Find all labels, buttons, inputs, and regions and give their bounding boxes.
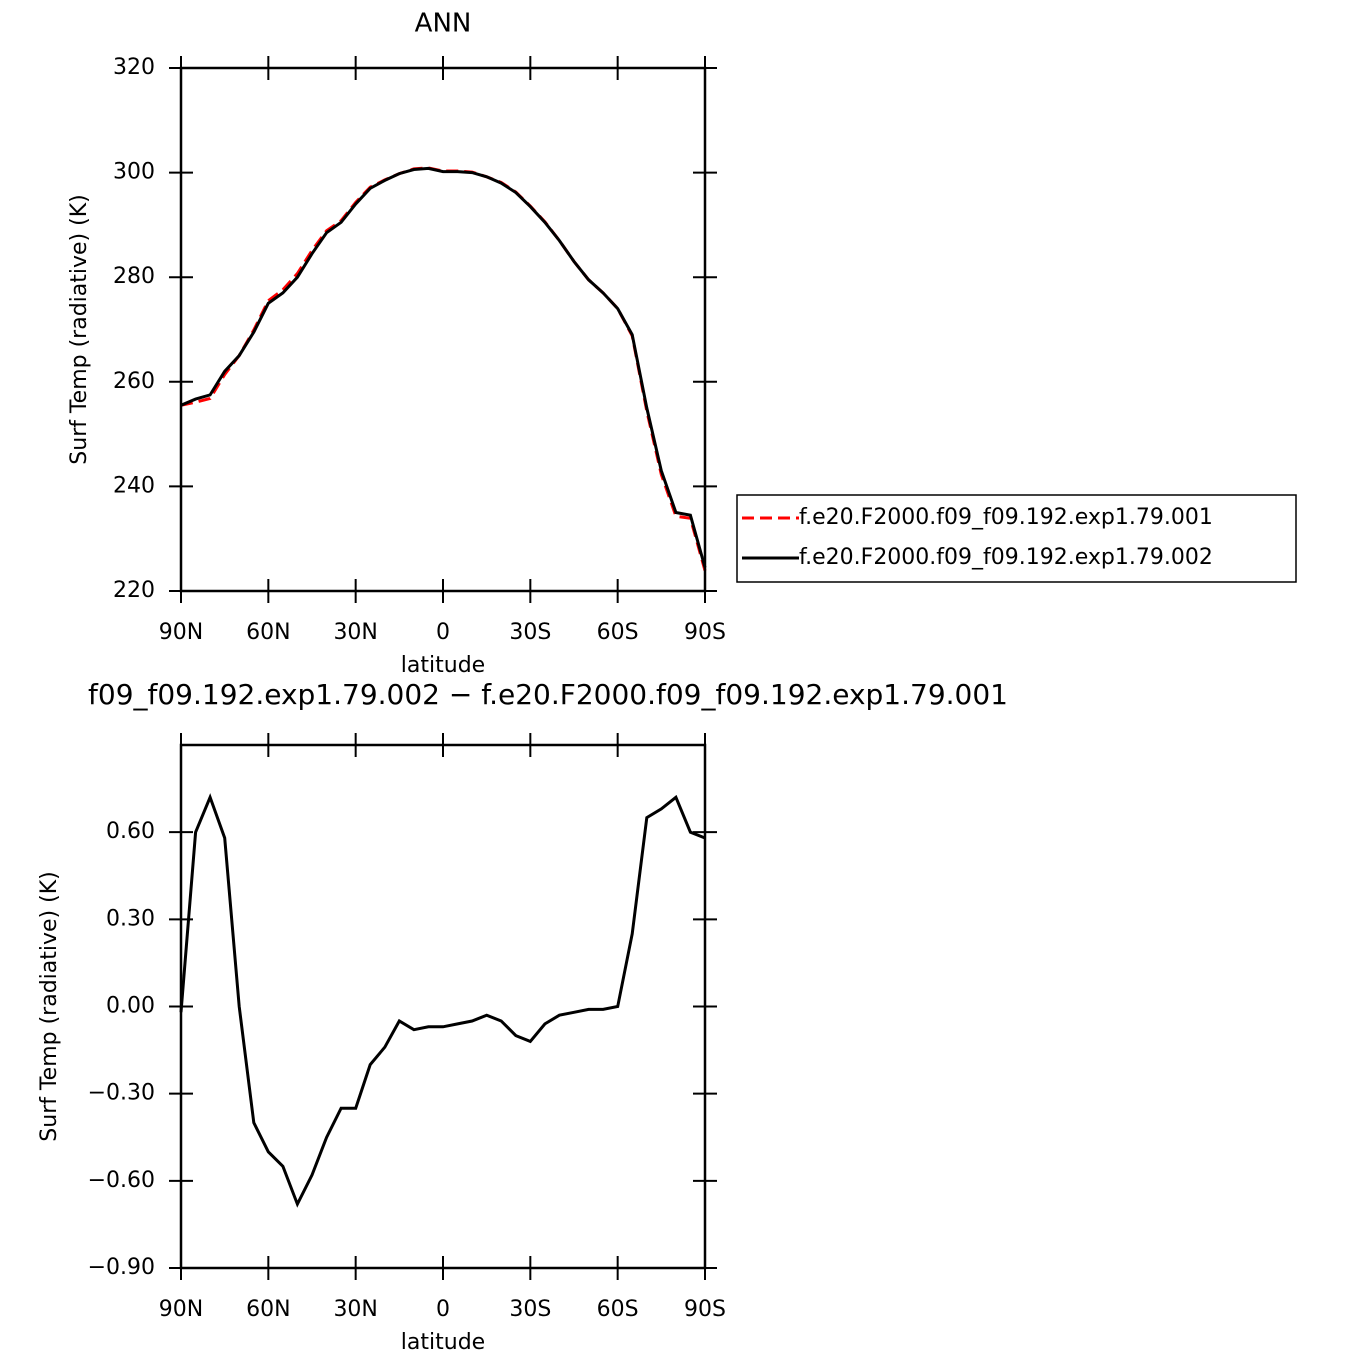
legend-box (736, 494, 1297, 583)
y-axis-label: Surf Temp (radiative) (K) (67, 194, 92, 464)
y-tick-label: −0.90 (88, 1255, 155, 1280)
legend-label: f.e20.F2000.f09_f09.192.exp1.79.001 (799, 505, 1213, 530)
x-tick-label: 0 (436, 1297, 450, 1322)
y-tick-label: −0.60 (88, 1168, 155, 1193)
x-tick-label: 30N (333, 1297, 377, 1322)
legend-label: f.e20.F2000.f09_f09.192.exp1.79.002 (799, 545, 1213, 570)
y-tick-label: 0.30 (106, 906, 155, 931)
y-tick-label: 0.60 (106, 819, 155, 844)
x-tick-label: 90N (159, 620, 203, 645)
y-tick-label: −0.30 (88, 1081, 155, 1106)
x-tick-label: 30S (509, 620, 551, 645)
y-tick-label: 300 (113, 160, 155, 185)
y-tick-label: 220 (113, 578, 155, 603)
y-tick-label: 0.00 (106, 994, 155, 1019)
data-line (180, 166, 707, 572)
plot-frame (179, 743, 707, 1270)
plot-frame (179, 66, 707, 593)
x-tick-label: 90S (684, 620, 726, 645)
x-axis-label: latitude (401, 1330, 485, 1355)
y-axis-label: Surf Temp (radiative) (K) (37, 871, 62, 1141)
y-tick-label: 240 (113, 473, 155, 498)
data-line (179, 793, 706, 1208)
chart-title: ANN (415, 9, 472, 39)
x-tick-label: 30S (509, 1297, 551, 1322)
x-tick-label: 90S (684, 1297, 726, 1322)
x-tick-label: 60N (246, 1297, 290, 1322)
data-line (180, 166, 707, 568)
chart-title: f09_f09.192.exp1.79.002 − f.e20.F2000.f0… (88, 678, 1008, 711)
x-tick-label: 60S (597, 620, 639, 645)
x-tick-label: 30N (333, 620, 377, 645)
x-tick-label: 90N (159, 1297, 203, 1322)
x-axis-label: latitude (401, 653, 485, 678)
y-tick-label: 320 (113, 55, 155, 80)
x-tick-label: 60N (246, 620, 290, 645)
x-tick-label: 60S (597, 1297, 639, 1322)
y-tick-label: 260 (113, 369, 155, 394)
y-tick-label: 280 (113, 264, 155, 289)
x-tick-label: 0 (436, 620, 450, 645)
